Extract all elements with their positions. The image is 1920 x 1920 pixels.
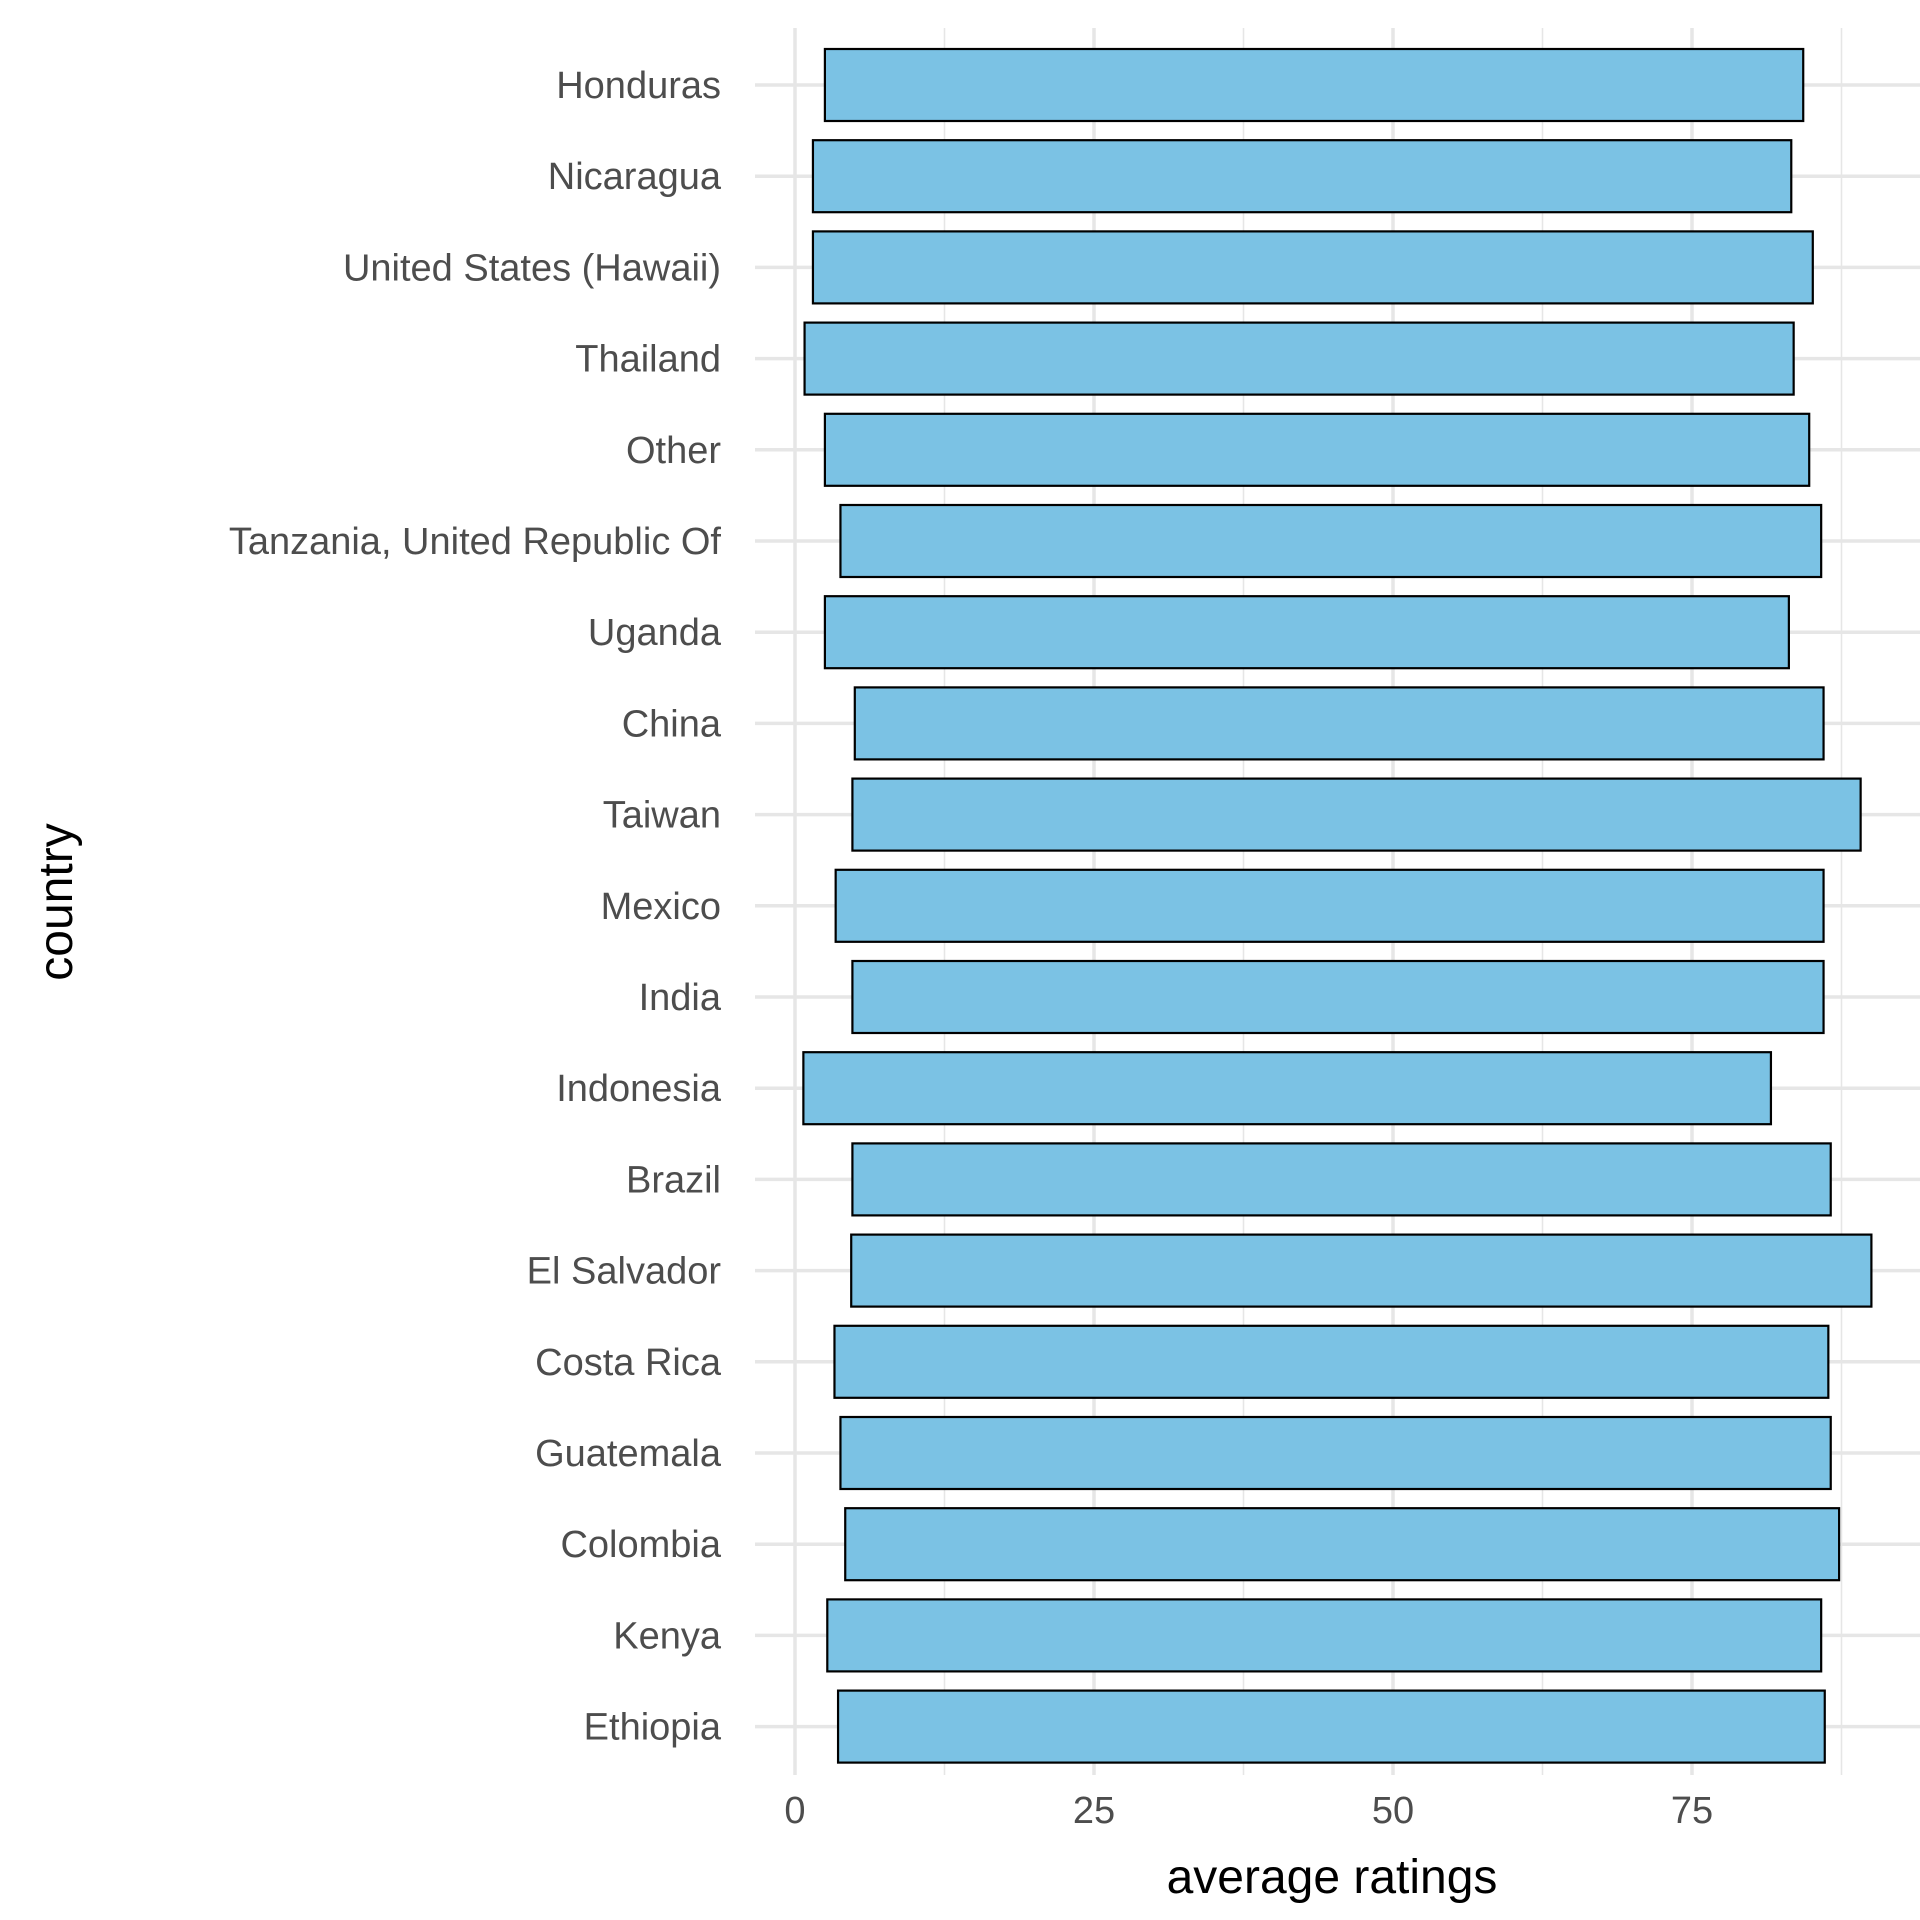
x-axis-title: average ratings bbox=[1167, 1851, 1498, 1904]
x-tick-labels: 0 25 50 75 bbox=[784, 1790, 1713, 1832]
y-tick-label: Kenya bbox=[613, 1615, 722, 1657]
x-tick-label: 75 bbox=[1671, 1790, 1713, 1832]
bars bbox=[802, 47, 1873, 1764]
x-tick-label: 0 bbox=[784, 1790, 805, 1832]
y-tick-labels: Honduras Nicaragua United States (Hawaii) T… bbox=[229, 65, 722, 1749]
y-tick-label: Guatemala bbox=[535, 1433, 722, 1475]
bar-kenya bbox=[826, 1598, 1823, 1673]
bar-tanzania-united-republic-of bbox=[839, 503, 1823, 579]
y-tick-label: Ethiopia bbox=[584, 1707, 722, 1749]
bar-costa-rica bbox=[833, 1324, 1830, 1399]
bar-ethiopia bbox=[836, 1689, 1826, 1764]
y-tick-label: Other bbox=[626, 430, 721, 472]
bar-united-states-hawaii- bbox=[811, 230, 1814, 305]
bar-el-salvador bbox=[850, 1233, 1873, 1308]
y-tick-label: Costa Rica bbox=[535, 1342, 722, 1384]
x-tick-label: 25 bbox=[1073, 1790, 1115, 1832]
bar-taiwan bbox=[851, 777, 1862, 852]
y-tick-label: Taiwan bbox=[603, 795, 721, 837]
y-tick-label: El Salvador bbox=[527, 1251, 722, 1293]
x-tick-label: 50 bbox=[1372, 1790, 1414, 1832]
bar-thailand bbox=[803, 321, 1795, 396]
bar-india bbox=[851, 959, 1825, 1035]
y-tick-label: Colombia bbox=[560, 1524, 721, 1566]
bar-mexico bbox=[834, 868, 1825, 943]
y-tick-label: Brazil bbox=[626, 1159, 721, 1201]
y-tick-label: Mexico bbox=[601, 886, 721, 928]
y-tick-label: Indonesia bbox=[556, 1068, 722, 1110]
y-axis-title: country bbox=[30, 823, 83, 980]
y-tick-label: China bbox=[622, 703, 722, 745]
bar-colombia bbox=[844, 1507, 1841, 1582]
bar-honduras bbox=[823, 47, 1805, 123]
bar-brazil bbox=[851, 1142, 1832, 1217]
y-tick-label: India bbox=[639, 977, 722, 1019]
y-tick-label: Honduras bbox=[556, 65, 721, 107]
y-tick-label: United States (Hawaii) bbox=[343, 247, 721, 289]
bar-uganda bbox=[823, 595, 1790, 670]
bar-other bbox=[823, 412, 1811, 487]
y-tick-label: Nicaragua bbox=[548, 156, 722, 198]
bar-guatemala bbox=[839, 1415, 1832, 1491]
y-tick-label: Tanzania, United Republic Of bbox=[229, 521, 722, 563]
bar-indonesia bbox=[802, 1051, 1773, 1126]
bar-nicaragua bbox=[811, 139, 1793, 214]
bar-china bbox=[853, 686, 1825, 761]
y-tick-label: Uganda bbox=[588, 612, 722, 654]
y-tick-label: Thailand bbox=[575, 339, 721, 381]
